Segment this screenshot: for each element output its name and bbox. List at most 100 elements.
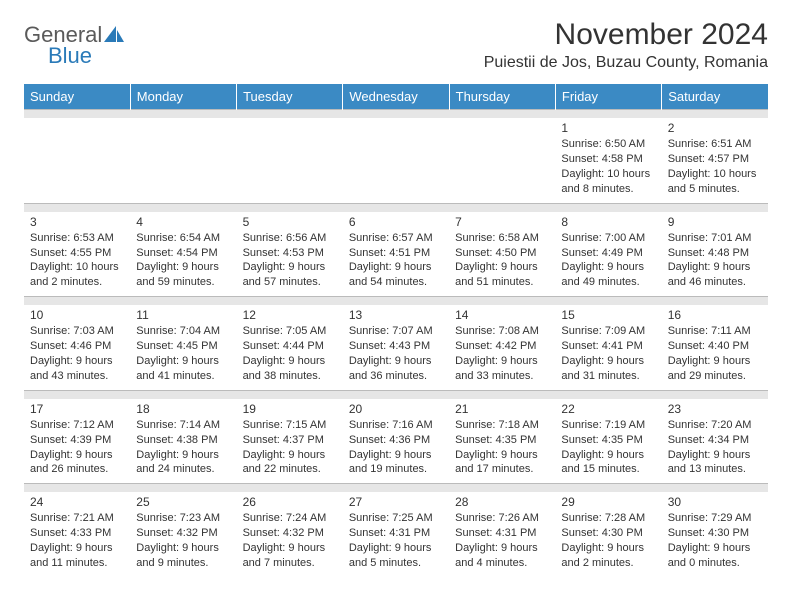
day-cell: 2Sunrise: 6:51 AMSunset: 4:57 PMDaylight… bbox=[662, 118, 768, 203]
sunrise-text: Sunrise: 7:24 AM bbox=[243, 511, 337, 526]
day-cell: 7Sunrise: 6:58 AMSunset: 4:50 PMDaylight… bbox=[449, 212, 555, 297]
daylight-text: Daylight: 9 hours and 49 minutes. bbox=[561, 260, 655, 290]
day-cell: 15Sunrise: 7:09 AMSunset: 4:41 PMDayligh… bbox=[555, 305, 661, 390]
day-number: 13 bbox=[349, 307, 443, 323]
day-cell: 29Sunrise: 7:28 AMSunset: 4:30 PMDayligh… bbox=[555, 492, 661, 577]
sunset-text: Sunset: 4:58 PM bbox=[561, 152, 655, 167]
day-cell: 21Sunrise: 7:18 AMSunset: 4:35 PMDayligh… bbox=[449, 399, 555, 484]
week-separator bbox=[24, 110, 768, 119]
sunset-text: Sunset: 4:32 PM bbox=[243, 526, 337, 541]
day-number: 25 bbox=[136, 494, 230, 510]
day-cell bbox=[24, 118, 130, 203]
sunset-text: Sunset: 4:35 PM bbox=[561, 433, 655, 448]
sunset-text: Sunset: 4:57 PM bbox=[668, 152, 762, 167]
week-separator bbox=[24, 297, 768, 306]
daylight-text: Daylight: 9 hours and 24 minutes. bbox=[136, 448, 230, 478]
day-cell: 1Sunrise: 6:50 AMSunset: 4:58 PMDaylight… bbox=[555, 118, 661, 203]
sunrise-text: Sunrise: 6:53 AM bbox=[30, 231, 124, 246]
sunset-text: Sunset: 4:34 PM bbox=[668, 433, 762, 448]
sunrise-text: Sunrise: 7:16 AM bbox=[349, 418, 443, 433]
sunset-text: Sunset: 4:41 PM bbox=[561, 339, 655, 354]
day-cell: 17Sunrise: 7:12 AMSunset: 4:39 PMDayligh… bbox=[24, 399, 130, 484]
day-header: Friday bbox=[555, 84, 661, 110]
sunrise-text: Sunrise: 7:25 AM bbox=[349, 511, 443, 526]
sunrise-text: Sunrise: 7:18 AM bbox=[455, 418, 549, 433]
day-number: 29 bbox=[561, 494, 655, 510]
sunset-text: Sunset: 4:48 PM bbox=[668, 246, 762, 261]
daylight-text: Daylight: 10 hours and 8 minutes. bbox=[561, 167, 655, 197]
day-cell: 3Sunrise: 6:53 AMSunset: 4:55 PMDaylight… bbox=[24, 212, 130, 297]
day-cell: 5Sunrise: 6:56 AMSunset: 4:53 PMDaylight… bbox=[237, 212, 343, 297]
sunrise-text: Sunrise: 7:05 AM bbox=[243, 324, 337, 339]
day-cell: 9Sunrise: 7:01 AMSunset: 4:48 PMDaylight… bbox=[662, 212, 768, 297]
sunset-text: Sunset: 4:49 PM bbox=[561, 246, 655, 261]
daylight-text: Daylight: 9 hours and 11 minutes. bbox=[30, 541, 124, 571]
day-number: 7 bbox=[455, 214, 549, 230]
daylight-text: Daylight: 9 hours and 22 minutes. bbox=[243, 448, 337, 478]
day-cell bbox=[343, 118, 449, 203]
daylight-text: Daylight: 9 hours and 19 minutes. bbox=[349, 448, 443, 478]
day-header: Sunday bbox=[24, 84, 130, 110]
daylight-text: Daylight: 9 hours and 31 minutes. bbox=[561, 354, 655, 384]
sunset-text: Sunset: 4:30 PM bbox=[561, 526, 655, 541]
day-number: 2 bbox=[668, 120, 762, 136]
day-cell: 6Sunrise: 6:57 AMSunset: 4:51 PMDaylight… bbox=[343, 212, 449, 297]
day-number: 6 bbox=[349, 214, 443, 230]
sunset-text: Sunset: 4:37 PM bbox=[243, 433, 337, 448]
day-number: 18 bbox=[136, 401, 230, 417]
daylight-text: Daylight: 9 hours and 29 minutes. bbox=[668, 354, 762, 384]
week-separator bbox=[24, 203, 768, 212]
sunset-text: Sunset: 4:46 PM bbox=[30, 339, 124, 354]
sunset-text: Sunset: 4:40 PM bbox=[668, 339, 762, 354]
day-number: 5 bbox=[243, 214, 337, 230]
sunrise-text: Sunrise: 7:19 AM bbox=[561, 418, 655, 433]
day-header: Thursday bbox=[449, 84, 555, 110]
day-number: 17 bbox=[30, 401, 124, 417]
daylight-text: Daylight: 10 hours and 2 minutes. bbox=[30, 260, 124, 290]
daylight-text: Daylight: 9 hours and 0 minutes. bbox=[668, 541, 762, 571]
daylight-text: Daylight: 9 hours and 2 minutes. bbox=[561, 541, 655, 571]
sunset-text: Sunset: 4:43 PM bbox=[349, 339, 443, 354]
day-cell: 8Sunrise: 7:00 AMSunset: 4:49 PMDaylight… bbox=[555, 212, 661, 297]
sunset-text: Sunset: 4:42 PM bbox=[455, 339, 549, 354]
day-header: Saturday bbox=[662, 84, 768, 110]
sunset-text: Sunset: 4:31 PM bbox=[349, 526, 443, 541]
day-cell bbox=[449, 118, 555, 203]
week-separator bbox=[24, 484, 768, 493]
sunrise-text: Sunrise: 7:14 AM bbox=[136, 418, 230, 433]
week-separator bbox=[24, 390, 768, 399]
day-number: 1 bbox=[561, 120, 655, 136]
day-number: 12 bbox=[243, 307, 337, 323]
day-cell: 28Sunrise: 7:26 AMSunset: 4:31 PMDayligh… bbox=[449, 492, 555, 577]
sunrise-text: Sunrise: 6:50 AM bbox=[561, 137, 655, 152]
daylight-text: Daylight: 9 hours and 17 minutes. bbox=[455, 448, 549, 478]
sunrise-text: Sunrise: 7:26 AM bbox=[455, 511, 549, 526]
sunrise-text: Sunrise: 7:29 AM bbox=[668, 511, 762, 526]
day-cell: 18Sunrise: 7:14 AMSunset: 4:38 PMDayligh… bbox=[130, 399, 236, 484]
daylight-text: Daylight: 9 hours and 38 minutes. bbox=[243, 354, 337, 384]
daylight-text: Daylight: 9 hours and 13 minutes. bbox=[668, 448, 762, 478]
day-number: 3 bbox=[30, 214, 124, 230]
day-cell: 16Sunrise: 7:11 AMSunset: 4:40 PMDayligh… bbox=[662, 305, 768, 390]
sunset-text: Sunset: 4:44 PM bbox=[243, 339, 337, 354]
day-number: 8 bbox=[561, 214, 655, 230]
day-number: 20 bbox=[349, 401, 443, 417]
day-number: 30 bbox=[668, 494, 762, 510]
daylight-text: Daylight: 9 hours and 43 minutes. bbox=[30, 354, 124, 384]
daylight-text: Daylight: 9 hours and 46 minutes. bbox=[668, 260, 762, 290]
daylight-text: Daylight: 9 hours and 57 minutes. bbox=[243, 260, 337, 290]
sunrise-text: Sunrise: 7:09 AM bbox=[561, 324, 655, 339]
sunrise-text: Sunrise: 7:15 AM bbox=[243, 418, 337, 433]
sunrise-text: Sunrise: 7:11 AM bbox=[668, 324, 762, 339]
day-cell: 11Sunrise: 7:04 AMSunset: 4:45 PMDayligh… bbox=[130, 305, 236, 390]
sunset-text: Sunset: 4:54 PM bbox=[136, 246, 230, 261]
sunrise-text: Sunrise: 7:01 AM bbox=[668, 231, 762, 246]
day-number: 22 bbox=[561, 401, 655, 417]
brand-word2: Blue bbox=[48, 45, 102, 67]
sunrise-text: Sunrise: 7:23 AM bbox=[136, 511, 230, 526]
week-row: 10Sunrise: 7:03 AMSunset: 4:46 PMDayligh… bbox=[24, 305, 768, 390]
sunrise-text: Sunrise: 7:21 AM bbox=[30, 511, 124, 526]
day-number: 27 bbox=[349, 494, 443, 510]
sunset-text: Sunset: 4:35 PM bbox=[455, 433, 549, 448]
day-cell: 14Sunrise: 7:08 AMSunset: 4:42 PMDayligh… bbox=[449, 305, 555, 390]
